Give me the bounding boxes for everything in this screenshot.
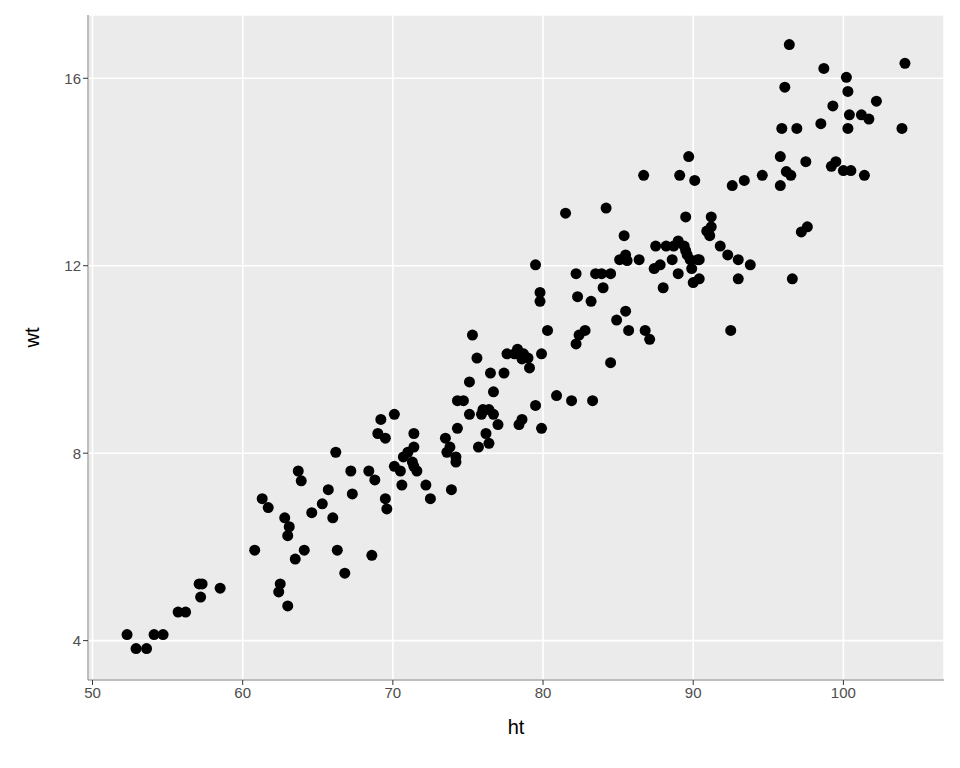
svg-text:90: 90 (685, 684, 702, 701)
svg-text:16: 16 (64, 70, 81, 87)
svg-text:70: 70 (385, 684, 402, 701)
svg-text:4: 4 (73, 632, 81, 649)
svg-text:100: 100 (831, 684, 856, 701)
svg-text:60: 60 (234, 684, 251, 701)
svg-text:8: 8 (73, 445, 81, 462)
svg-text:12: 12 (64, 257, 81, 274)
svg-text:80: 80 (535, 684, 552, 701)
svg-text:wt: wt (21, 327, 43, 348)
svg-text:ht: ht (508, 716, 525, 738)
svg-text:50: 50 (84, 684, 101, 701)
